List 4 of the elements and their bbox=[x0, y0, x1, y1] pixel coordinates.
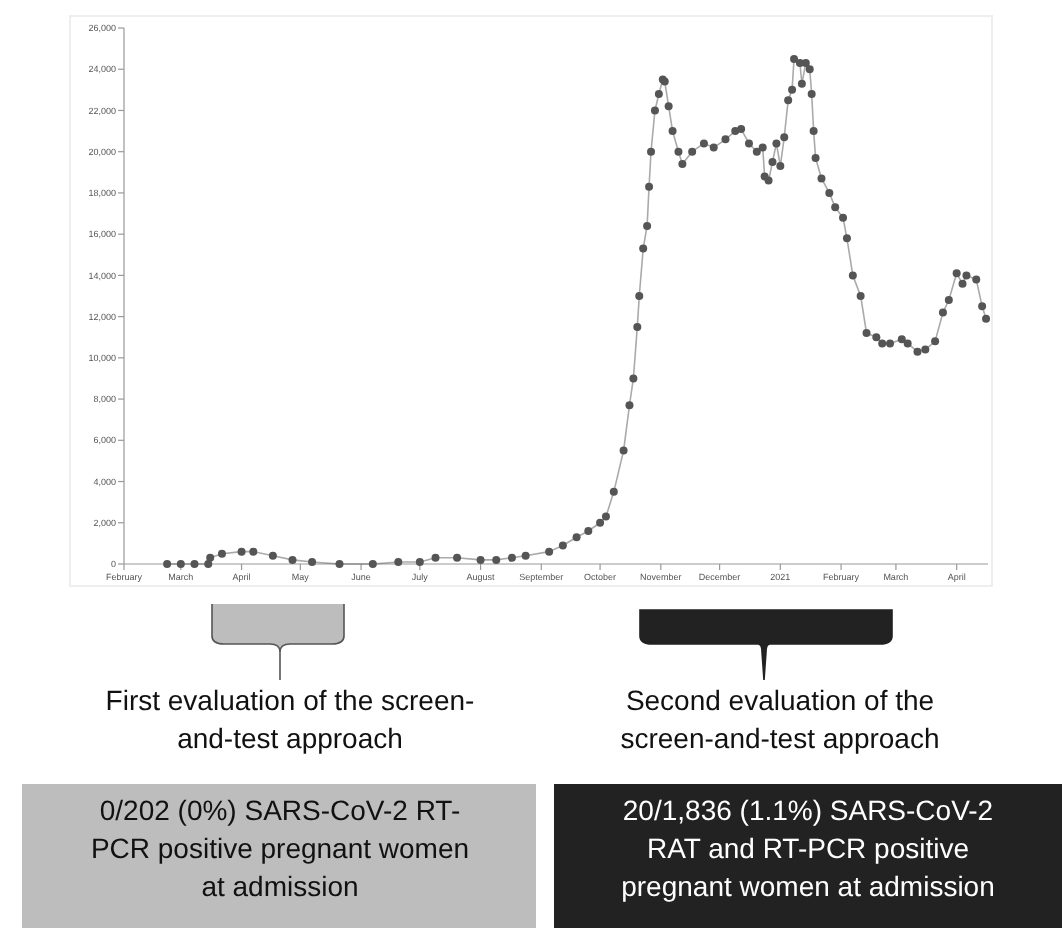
text: 20/1,836 (1.1%) SARS-CoV-2 RAT and RT-PCR positive pregnant women at admission bbox=[621, 794, 995, 902]
text: First evaluation of the screen- and-test approach bbox=[105, 684, 476, 754]
text: Second evaluation of the screen-and-test approach bbox=[620, 684, 940, 754]
text: 0/202 (0%) SARS-CoV-2 RT- PCR positive pregnant women at admission bbox=[90, 794, 470, 902]
